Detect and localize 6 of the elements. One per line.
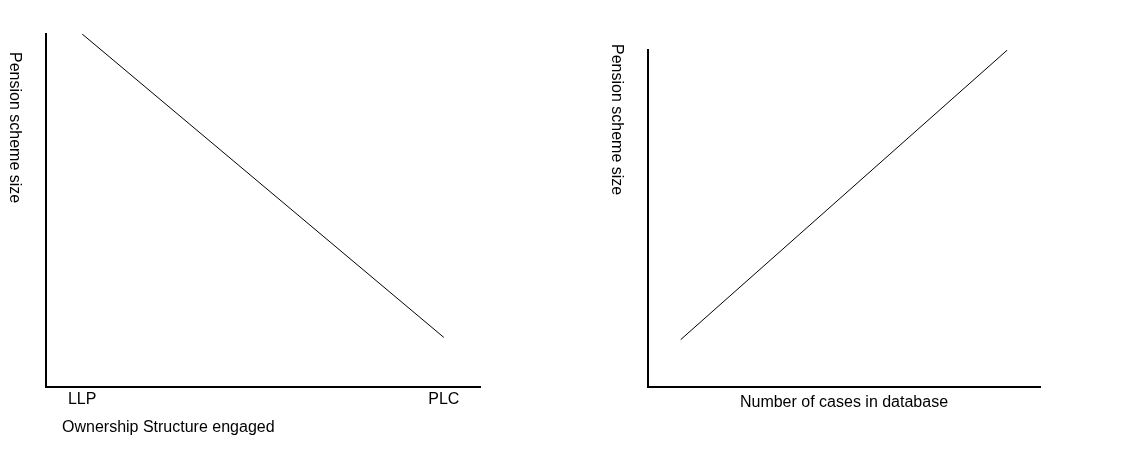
x-axis-title: Ownership Structure engaged bbox=[62, 418, 275, 436]
y-axis-title: Pension scheme size bbox=[608, 44, 626, 196]
x-axis-title: Number of cases in database bbox=[739, 392, 949, 410]
y-axis-title: Pension scheme size bbox=[6, 52, 24, 204]
x-tick-label: LLP bbox=[67, 389, 97, 407]
x-tick-label: PLC bbox=[428, 389, 460, 407]
